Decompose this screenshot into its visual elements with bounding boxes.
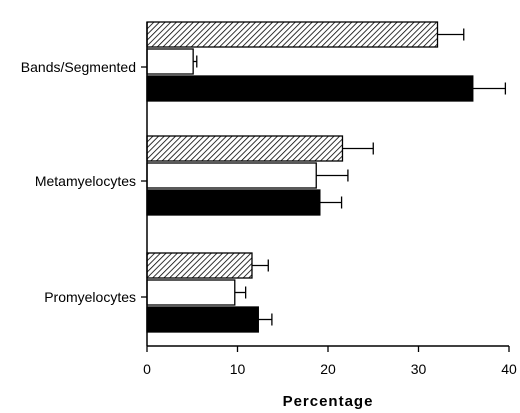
x-tick-label: 0	[143, 361, 151, 377]
bar-white-2	[146, 279, 236, 306]
bar-hatched-0	[146, 21, 439, 48]
category-label: Promyelocytes	[44, 289, 136, 305]
x-tick-label: 40	[501, 361, 517, 377]
bars-layer	[146, 21, 507, 333]
x-tick-label: 30	[411, 361, 427, 377]
x-tick-label: 20	[320, 361, 336, 377]
ticks-layer: 0 10 20 30 40	[143, 346, 517, 377]
bar-black-1	[146, 189, 321, 216]
bar-hatched-2	[146, 252, 253, 279]
bar-white-0	[146, 48, 194, 75]
category-label: Bands/Segmented	[21, 59, 136, 75]
x-axis-title: Percentage	[283, 393, 374, 410]
category-label: Metamyelocytes	[35, 173, 136, 189]
x-tick-label: 10	[230, 361, 246, 377]
bar-hatched-1	[146, 135, 344, 162]
bar-black-2	[146, 306, 259, 333]
bar-black-0	[146, 75, 474, 102]
bar-white-1	[146, 162, 317, 189]
labels-layer: Bands/Segmented Metamyelocytes Promyelocyt…	[21, 59, 147, 305]
